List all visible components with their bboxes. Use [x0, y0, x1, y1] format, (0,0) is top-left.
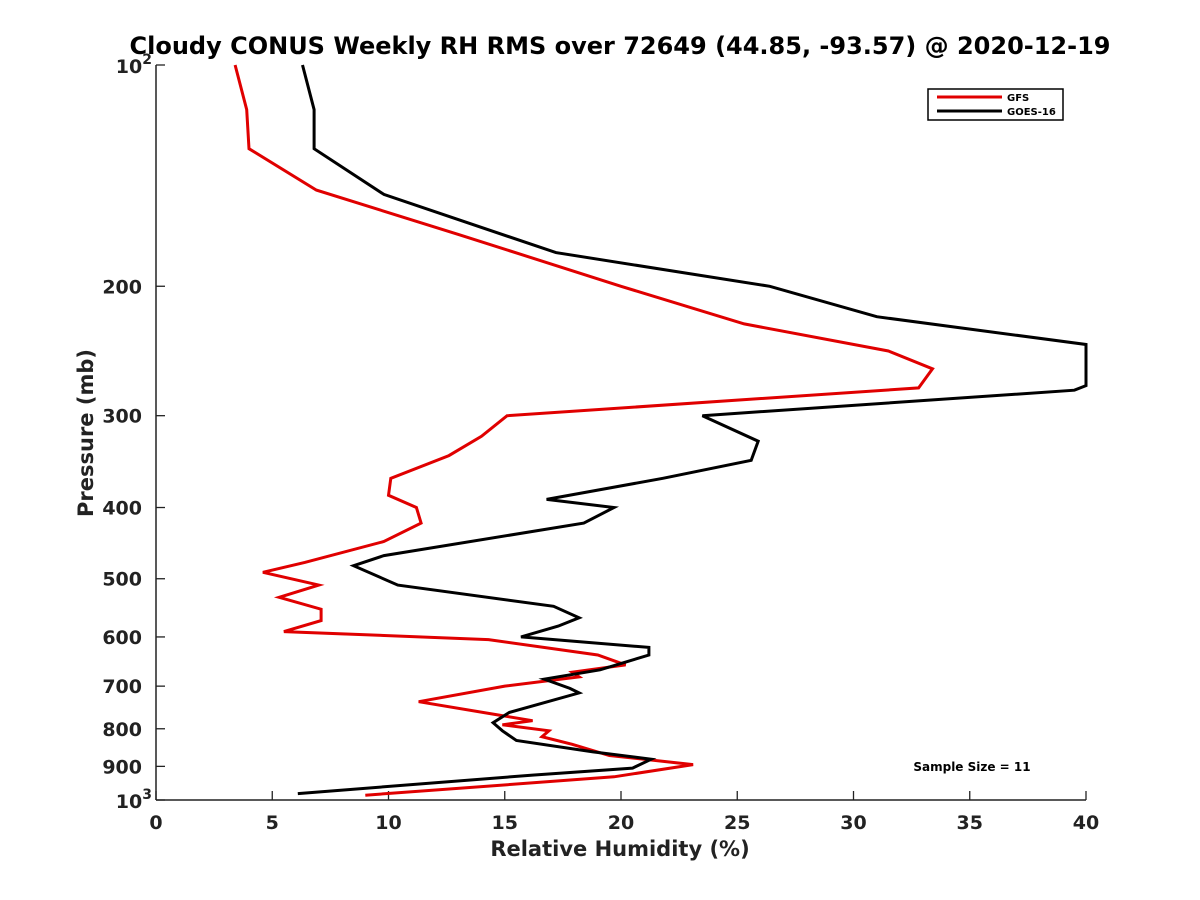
- y-tick-label: 700: [102, 676, 142, 698]
- x-tick-label: 20: [608, 812, 634, 834]
- legend-box: [927, 88, 1064, 121]
- plot-area: [155, 65, 1086, 801]
- y-axis-label: Pressure (mb): [74, 349, 98, 517]
- series-line-goes-16: [297, 64, 1088, 796]
- x-tick-label: 15: [492, 812, 518, 834]
- y-tick-label: 102: [116, 52, 152, 78]
- x-axis-ticks: 0 5 10 15 20 25 30 35 40: [149, 791, 1099, 834]
- legend-label: GOES-16: [1007, 107, 1056, 118]
- series-line-gfs: [233, 64, 935, 797]
- y-tick-label: 800: [102, 719, 142, 741]
- y-tick-base: 10: [116, 791, 142, 813]
- sample-size-annotation: Sample Size = 11: [913, 760, 1030, 774]
- x-axis-label: Relative Humidity (%): [490, 837, 749, 861]
- x-tick-label: 40: [1073, 812, 1099, 834]
- y-tick-label: 500: [102, 569, 142, 591]
- y-tick-label: 900: [102, 756, 142, 778]
- legend: GFS GOES-16: [927, 88, 1064, 121]
- y-tick-label: 300: [102, 406, 142, 428]
- x-tick-label: 35: [957, 812, 983, 834]
- x-tick-label: 5: [266, 812, 279, 834]
- x-tick-label: 10: [375, 812, 401, 834]
- series-lines: [233, 64, 1088, 797]
- y-tick-label: 400: [102, 498, 142, 520]
- y-tick-exponent: 3: [142, 787, 152, 803]
- chart-title: Cloudy CONUS Weekly RH RMS over 72649 (4…: [130, 32, 1111, 60]
- y-tick-exponent: 2: [142, 52, 152, 68]
- x-tick-label: 0: [149, 812, 162, 834]
- y-tick-label: 103: [116, 787, 152, 813]
- y-tick-label: 600: [102, 627, 142, 649]
- legend-label: GFS: [1007, 93, 1029, 104]
- x-tick-label: 30: [840, 812, 866, 834]
- y-tick-base: 10: [116, 56, 142, 78]
- x-tick-label: 25: [724, 812, 750, 834]
- y-tick-label: 200: [102, 276, 142, 298]
